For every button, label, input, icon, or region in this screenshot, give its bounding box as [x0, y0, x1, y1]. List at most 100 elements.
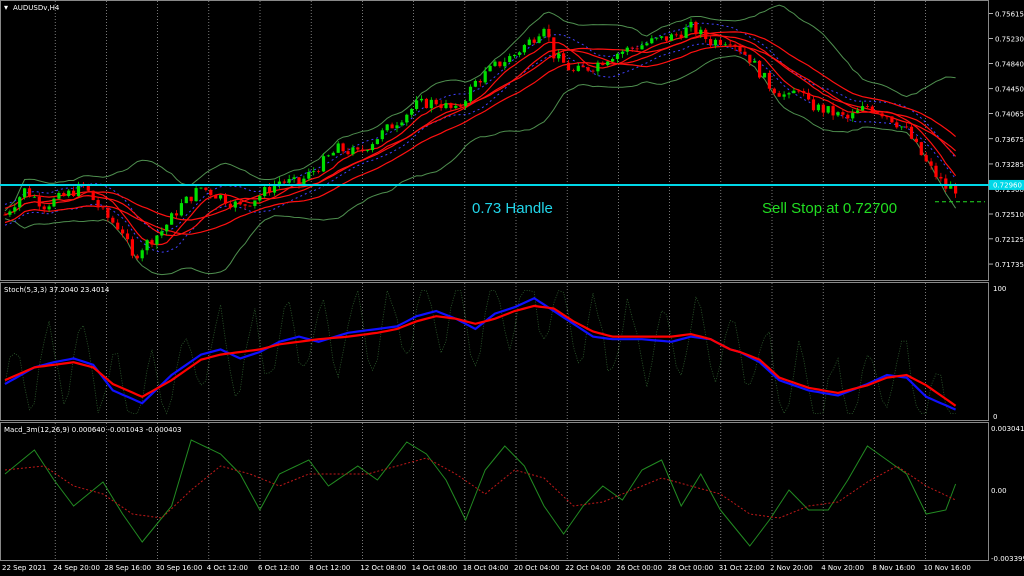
candle-body — [802, 91, 806, 93]
candle-body — [679, 34, 683, 38]
macd-panel-border — [0, 422, 989, 561]
candle-body — [611, 58, 615, 62]
candle-body — [811, 99, 816, 111]
candle-body — [782, 94, 786, 97]
candle-body — [272, 184, 277, 193]
time-tick-label: 26 Oct 00:00 — [616, 564, 662, 572]
candle-body — [253, 200, 257, 206]
candle-body — [483, 71, 487, 83]
candle-body — [743, 51, 747, 55]
price-tick-label: 0.72510 — [995, 211, 1024, 219]
candle-body — [67, 190, 71, 197]
candle-body — [268, 187, 272, 193]
annotation-handle: 0.73 Handle — [472, 200, 553, 217]
candle-body — [219, 195, 223, 199]
candle-body — [135, 255, 139, 259]
level-price-box — [989, 179, 1024, 190]
candle-body — [91, 190, 95, 201]
candle-body — [620, 51, 624, 54]
candle-body — [429, 99, 433, 109]
envelope-upper — [4, 22, 957, 233]
stoch-tick-100: 100 — [993, 285, 1006, 293]
candle-body — [625, 47, 629, 52]
time-tick-label: 6 Oct 12:00 — [258, 564, 299, 572]
annotation-sell-stop: Sell Stop at 0.72700 — [762, 200, 897, 217]
candle-body — [321, 156, 326, 172]
candle-body — [856, 110, 860, 113]
time-tick-label: 18 Oct 04:00 — [463, 564, 509, 572]
candle-body — [361, 149, 365, 151]
price-tick-label: 0.73285 — [995, 161, 1024, 169]
time-tick-label: 10 Nov 16:00 — [924, 564, 971, 572]
candle-body — [836, 112, 840, 116]
candle-body — [37, 196, 41, 207]
candle-body — [13, 207, 17, 212]
candle-body — [199, 187, 203, 189]
candle-body — [326, 155, 330, 157]
candle-body — [576, 65, 580, 72]
macd-signal-line — [4, 457, 956, 519]
candle-body — [508, 56, 512, 63]
candle-body — [493, 61, 497, 66]
candle-body — [150, 240, 154, 245]
candle-body — [689, 21, 693, 28]
candle-body — [532, 39, 536, 43]
candle-body — [258, 195, 262, 201]
candle-body — [375, 139, 379, 145]
candle-body — [125, 233, 130, 240]
candle-body — [312, 171, 316, 173]
candle-body — [96, 200, 100, 208]
time-tick-label: 14 Oct 08:00 — [412, 564, 458, 572]
candle-body — [841, 112, 845, 115]
candle-body — [282, 181, 286, 183]
moving-averages — [4, 31, 957, 246]
candle-body — [694, 21, 698, 35]
candle-body — [18, 197, 22, 208]
candle-body — [145, 240, 149, 251]
candle-body — [76, 183, 81, 196]
time-tick-label: 2 Nov 20:00 — [770, 564, 813, 572]
time-tick-label: 4 Nov 20:00 — [821, 564, 864, 572]
candle-body — [571, 70, 575, 72]
price-tick-label: 0.74065 — [995, 111, 1024, 119]
time-tick-label: 31 Oct 22:00 — [719, 564, 765, 572]
candle-body — [674, 34, 678, 36]
candle-body — [336, 143, 340, 153]
candle-body — [934, 165, 938, 177]
price-panel-border — [0, 0, 989, 281]
candle-body — [807, 92, 811, 100]
candle-body — [905, 126, 909, 128]
candle-body — [464, 101, 468, 106]
candle-body — [753, 60, 757, 63]
macd-lines — [4, 439, 957, 547]
macd-title: Macd_3m(12,26,9) 0.000640 -0.001043 -0.0… — [4, 426, 182, 434]
candle-body — [390, 124, 394, 129]
time-tick-label: 28 Oct 00:00 — [668, 564, 714, 572]
candle-body — [454, 105, 458, 108]
candle-body — [184, 196, 188, 204]
candle-body — [317, 171, 321, 173]
candle-body — [248, 205, 252, 207]
candle-body — [562, 53, 566, 63]
candle-body — [351, 147, 355, 155]
candle-body — [723, 44, 727, 46]
candle-body — [140, 250, 144, 259]
price-tick-label: 0.74840 — [995, 61, 1024, 69]
candle-body — [385, 124, 389, 131]
stoch-fast-line — [4, 290, 956, 415]
macd-main-line — [4, 439, 957, 547]
chart-menu-icon[interactable]: ▾ — [4, 3, 8, 12]
candle-body — [473, 80, 477, 87]
ma-upper — [4, 31, 956, 221]
candle-body — [3, 214, 7, 216]
candle-body — [292, 177, 296, 180]
candle-body — [738, 46, 742, 52]
price-tick-label: 0.74450 — [995, 86, 1024, 94]
candle-body — [792, 90, 796, 94]
candle-body — [596, 62, 600, 72]
candle-body — [439, 104, 443, 109]
candle-body — [121, 229, 125, 234]
candle-body — [660, 36, 664, 38]
candle-body — [557, 53, 561, 59]
